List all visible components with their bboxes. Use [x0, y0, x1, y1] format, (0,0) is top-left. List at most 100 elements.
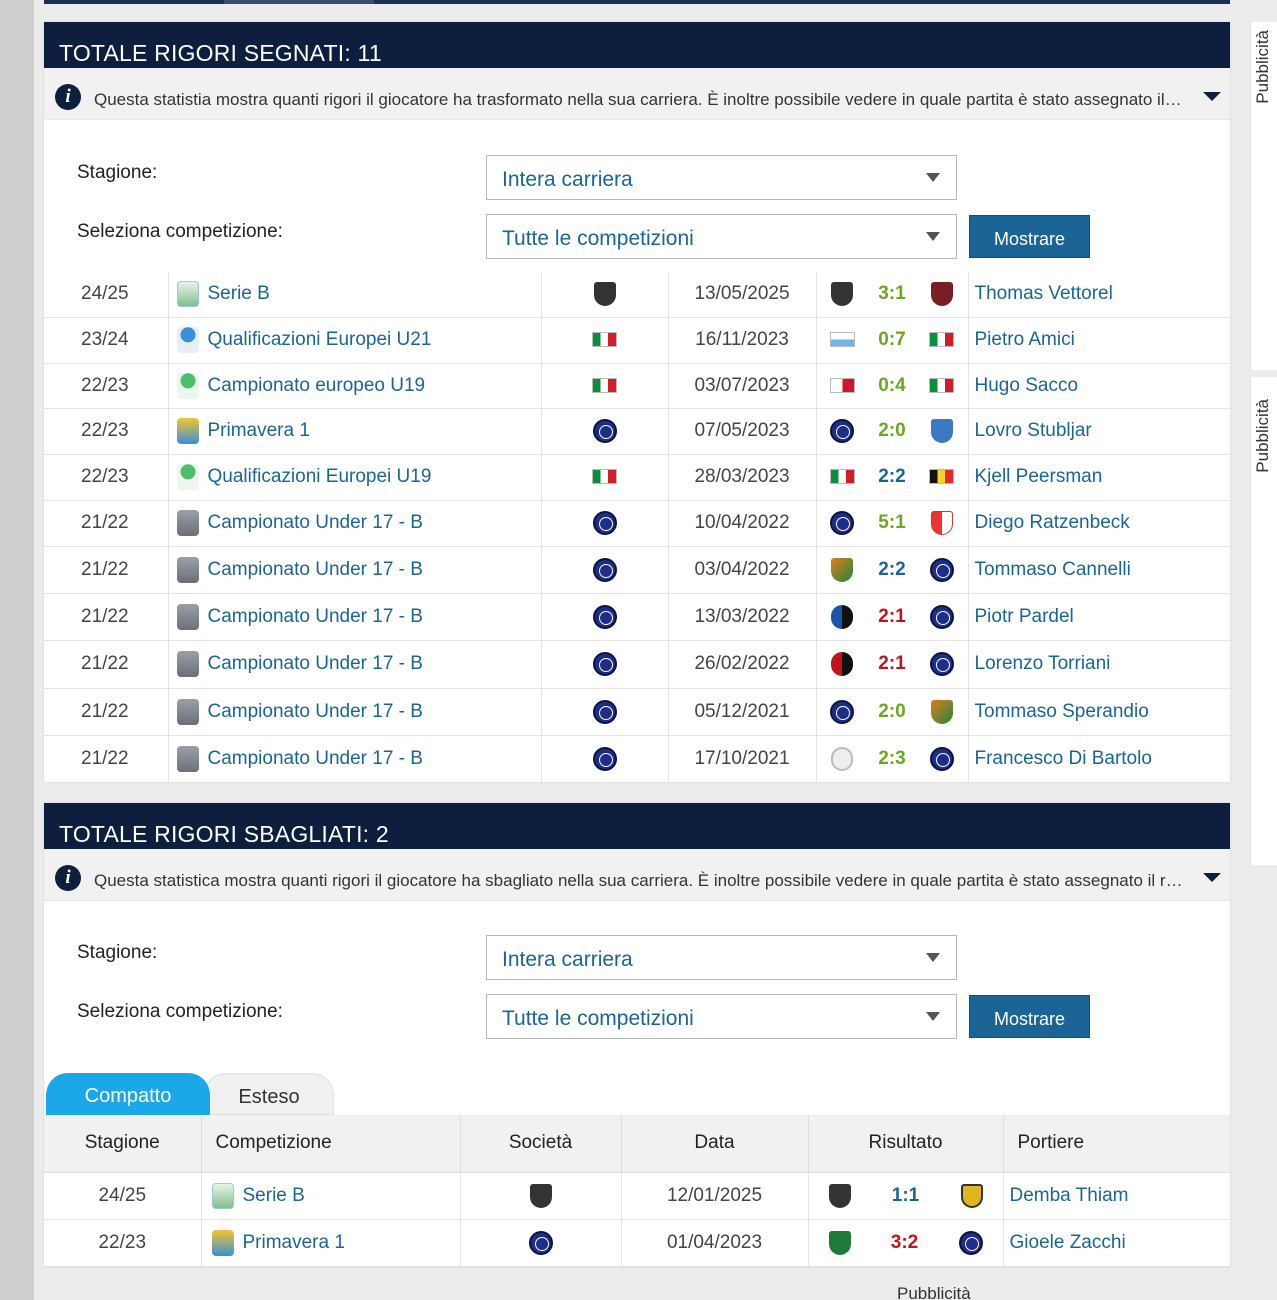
competition-cell[interactable]: Campionato Under 17 - B — [168, 735, 542, 783]
inter-crest-icon[interactable] — [830, 699, 855, 724]
competition-link[interactable]: Campionato Under 17 - B — [207, 605, 423, 627]
inter-crest-icon[interactable] — [592, 511, 617, 535]
goalkeeper-link[interactable]: Gioele Zacchi — [1003, 1219, 1230, 1268]
season-select[interactable]: Intera carriera — [486, 935, 957, 980]
sassuolo-crest-icon[interactable] — [828, 1231, 851, 1255]
info-bar[interactable]: i Questa statistia mostra quanti rigori … — [44, 68, 1230, 120]
competition-cell[interactable]: Serie B — [168, 272, 542, 318]
goalkeeper-link[interactable]: Demba Thiam — [1003, 1172, 1230, 1220]
goalkeeper-link[interactable]: Hugo Sacco — [968, 363, 1230, 409]
competition-link[interactable]: Campionato Under 17 - B — [207, 512, 423, 534]
u17-competition-icon[interactable] — [176, 510, 199, 536]
score-link[interactable]: 5:1 — [868, 500, 916, 547]
inter-crest-icon[interactable] — [830, 511, 855, 535]
column-header-result[interactable]: Risultato — [808, 1115, 1004, 1173]
goalkeeper-link[interactable]: Lorenzo Torriani — [968, 640, 1230, 689]
score-link[interactable]: 3:1 — [868, 272, 916, 318]
score-link[interactable]: 3:2 — [890, 1232, 919, 1253]
inter-crest-icon[interactable] — [592, 604, 617, 629]
inter-crest-icon[interactable] — [592, 652, 617, 676]
inter-crest-icon[interactable] — [592, 557, 617, 582]
competition-cell[interactable]: Campionato europeo U19 — [168, 363, 542, 409]
competition-cell[interactable]: Primavera 1 — [201, 1219, 461, 1268]
competition-link[interactable]: Primavera 1 — [207, 420, 310, 442]
spezia-crest-icon[interactable] — [529, 1183, 552, 1208]
competition-link[interactable]: Qualificazioni Europei U19 — [207, 466, 432, 488]
u17-competition-icon[interactable] — [176, 603, 199, 630]
competition-cell[interactable]: Serie B — [201, 1172, 461, 1220]
show-button[interactable]: Mostrare — [969, 215, 1090, 258]
salernitana-crest-icon[interactable] — [930, 282, 953, 307]
expand-caret-icon[interactable] — [1203, 873, 1221, 882]
primavera-competition-icon[interactable] — [176, 418, 199, 444]
competition-cell[interactable]: Campionato Under 17 - B — [168, 546, 542, 594]
goalkeeper-link[interactable]: Francesco Di Bartolo — [968, 735, 1230, 783]
goalkeeper-link[interactable]: Tommaso Sperandio — [968, 688, 1230, 736]
inter-crest-icon[interactable] — [592, 746, 617, 771]
show-button[interactable]: Mostrare — [969, 995, 1090, 1038]
venezia-crest-icon[interactable] — [831, 557, 854, 582]
juve-stabia-crest-icon[interactable] — [960, 1183, 983, 1208]
column-header-club[interactable]: Società — [460, 1115, 622, 1173]
expand-caret-icon[interactable] — [1203, 92, 1221, 101]
inter-crest-icon[interactable] — [830, 419, 855, 443]
competition-link[interactable]: Campionato Under 17 - B — [207, 700, 423, 722]
score-link[interactable]: 2:0 — [868, 408, 916, 455]
info-bar[interactable]: i Questa statistica mostra quanti rigori… — [44, 849, 1230, 901]
competition-link[interactable]: Campionato Under 17 - B — [207, 558, 423, 580]
score-link[interactable]: 2:1 — [868, 593, 916, 641]
competition-select[interactable]: Tutte le competizioni — [486, 994, 957, 1039]
competition-link[interactable]: Serie B — [207, 283, 270, 305]
competition-link[interactable]: Campionato europeo U19 — [207, 374, 426, 396]
competition-link[interactable]: Primavera 1 — [242, 1232, 345, 1254]
spezia-crest-icon[interactable] — [828, 1183, 851, 1208]
score-link[interactable]: 2:3 — [868, 735, 916, 783]
score-link[interactable]: 1:1 — [891, 1184, 920, 1206]
goalkeeper-link[interactable]: Lovro Stubljar — [968, 408, 1230, 455]
column-header-goalkeeper[interactable]: Portiere — [1003, 1115, 1230, 1173]
milan-crest-icon[interactable] — [831, 652, 854, 676]
primavera-competition-icon[interactable] — [211, 1230, 234, 1256]
column-header-competition[interactable]: Competizione — [201, 1115, 461, 1173]
euro21-competition-icon[interactable] — [176, 327, 199, 353]
serieb-competition-icon[interactable] — [211, 1182, 234, 1209]
inter-crest-icon[interactable] — [592, 419, 617, 443]
spezia-crest-icon[interactable] — [831, 282, 854, 307]
score-link[interactable]: 2:2 — [868, 454, 916, 501]
score-link[interactable]: 0:4 — [868, 363, 916, 409]
column-header-date[interactable]: Data — [621, 1115, 809, 1173]
goalkeeper-link[interactable]: Thomas Vettorel — [968, 272, 1230, 318]
inter-crest-icon[interactable] — [929, 604, 954, 629]
goalkeeper-link[interactable]: Diego Ratzenbeck — [968, 500, 1230, 547]
u17-competition-icon[interactable] — [176, 556, 199, 583]
season-select[interactable]: Intera carriera — [486, 155, 957, 200]
empoli-crest-icon[interactable] — [930, 419, 953, 443]
score-link[interactable]: 2:1 — [868, 640, 916, 689]
tab-compact[interactable]: Compatto — [46, 1073, 210, 1115]
competition-cell[interactable]: Campionato Under 17 - B — [168, 500, 542, 547]
competition-cell[interactable]: Qualificazioni Europei U21 — [168, 317, 542, 364]
inter-crest-icon[interactable] — [929, 557, 954, 582]
spezia-crest-icon[interactable] — [593, 282, 616, 307]
competition-cell[interactable]: Primavera 1 — [168, 408, 542, 455]
u17-competition-icon[interactable] — [176, 651, 199, 677]
sudtirol-crest-icon[interactable] — [930, 511, 953, 535]
goalkeeper-link[interactable]: Kjell Peersman — [968, 454, 1230, 501]
inter-crest-icon[interactable] — [592, 699, 617, 724]
inter-crest-icon[interactable] — [929, 652, 954, 676]
inter-crest-icon[interactable] — [528, 1231, 553, 1255]
score-link[interactable]: 0:7 — [868, 317, 916, 364]
u17-competition-icon[interactable] — [176, 698, 199, 725]
competition-link[interactable]: Serie B — [242, 1184, 305, 1206]
euro19-competition-icon[interactable] — [176, 464, 199, 490]
goalkeeper-link[interactable]: Tommaso Cannelli — [968, 546, 1230, 594]
competition-cell[interactable]: Campionato Under 17 - B — [168, 640, 542, 689]
euro19-competition-icon[interactable] — [176, 372, 199, 399]
inter-crest-icon[interactable] — [958, 1231, 983, 1255]
score-link[interactable]: 2:2 — [868, 546, 916, 594]
venezia-crest-icon[interactable] — [930, 699, 953, 724]
goalkeeper-link[interactable]: Pietro Amici — [968, 317, 1230, 364]
inter-crest-icon[interactable] — [929, 746, 954, 771]
atalanta-crest-icon[interactable] — [831, 604, 854, 629]
ascoli-crest-icon[interactable] — [831, 746, 854, 771]
